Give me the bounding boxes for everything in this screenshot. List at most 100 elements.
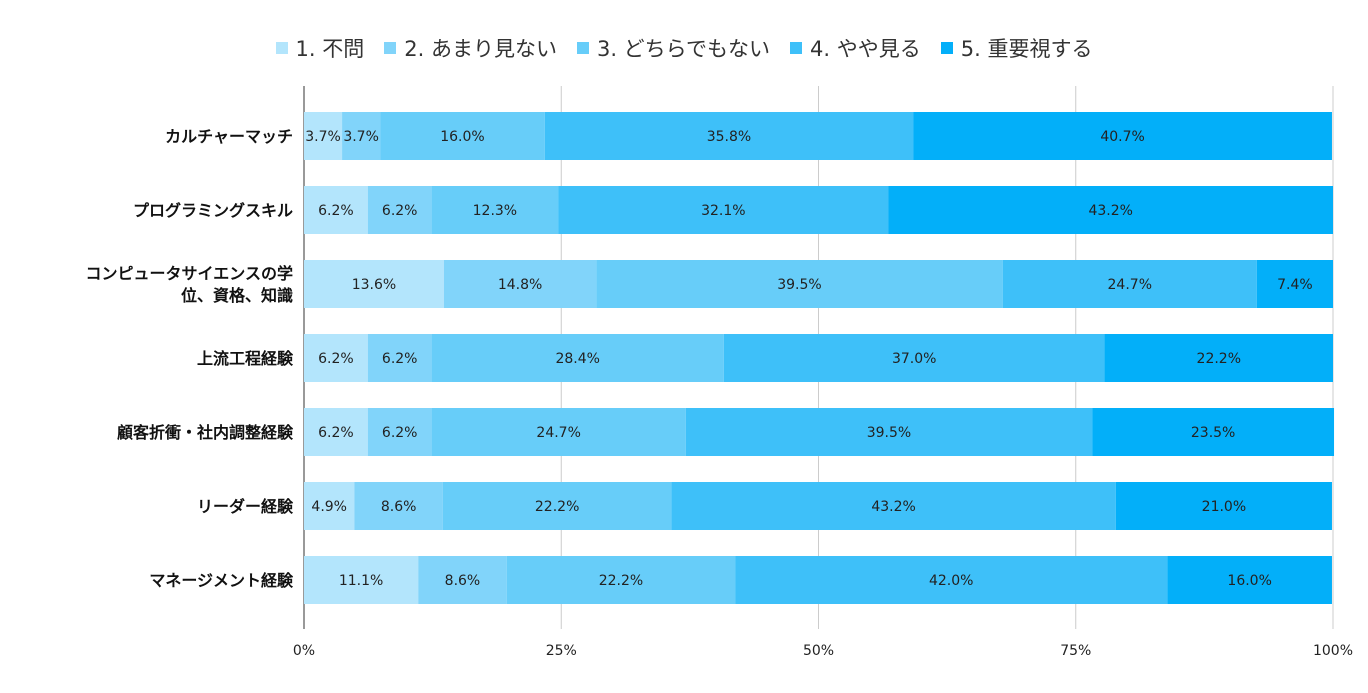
- bar-segment: [304, 408, 368, 456]
- bar-segment: [735, 556, 1168, 604]
- legend-item: 4. やや見る: [790, 33, 921, 63]
- legend-label: 5. 重要視する: [960, 37, 1093, 61]
- data-label: 23.5%: [1191, 425, 1235, 441]
- bar-segment: [380, 112, 545, 160]
- data-label: 8.6%: [381, 499, 417, 515]
- category-label: プログラミングスキル: [133, 201, 293, 220]
- data-label: 3.7%: [305, 129, 341, 145]
- data-label: 24.7%: [536, 425, 580, 441]
- legend-label: 1. 不問: [295, 37, 365, 61]
- data-label: 24.7%: [1108, 277, 1152, 293]
- legend-item: 5. 重要視する: [940, 33, 1093, 63]
- data-label: 22.2%: [1197, 351, 1241, 367]
- legend-label: 2. あまり見ない: [404, 37, 557, 61]
- x-tick-label: 0%: [293, 643, 315, 659]
- bar-segment: [304, 482, 355, 530]
- bar-segment: [418, 556, 507, 604]
- chart-legend: 1. 不問 2. あまり見ない 3. どちらでもない 4. やや見る 5. 重要視する: [0, 30, 1368, 66]
- bars: [304, 112, 1335, 604]
- data-label: 21.0%: [1202, 499, 1246, 515]
- data-label: 6.2%: [318, 351, 354, 367]
- data-label: 37.0%: [892, 351, 936, 367]
- legend-label: 3. どちらでもない: [596, 37, 771, 61]
- category-label-line: カルチャーマッチ: [165, 127, 293, 146]
- bar-segment: [596, 260, 1003, 308]
- data-labels: 3.7% 3.7% 16.0% 35.8% 40.7% 6.2% 6.2% 12.3% 32.1…: [305, 129, 1312, 589]
- data-label: 6.2%: [318, 203, 354, 219]
- bar-segment: [304, 334, 368, 382]
- bar-segment: [304, 260, 444, 308]
- category-label: コンピュータサイエンスの学位、資格、知識: [85, 264, 293, 305]
- category-label: 顧客折衝・社内調整経験: [117, 423, 294, 442]
- legend-label: 4. やや見る: [810, 37, 921, 61]
- data-label: 6.2%: [382, 425, 418, 441]
- bar-segment: [367, 408, 432, 456]
- category-label: 上流工程経験: [197, 349, 294, 368]
- category-label-line: 顧客折衝・社内調整経験: [117, 423, 294, 442]
- bar-segment: [431, 186, 559, 234]
- bar-segment: [304, 186, 368, 234]
- bar-segment: [1092, 408, 1335, 456]
- legend-swatch: [790, 42, 803, 54]
- bar-segment: [354, 482, 443, 530]
- x-tick-label: 100%: [1313, 643, 1353, 659]
- bar-segment: [367, 186, 432, 234]
- legend-item: 1. 不問: [275, 33, 365, 63]
- bar-segment: [1115, 482, 1332, 530]
- data-label: 32.1%: [701, 203, 745, 219]
- bar-segment: [558, 186, 889, 234]
- data-label: 6.2%: [382, 351, 418, 367]
- bar-segment: [671, 482, 1116, 530]
- bar-segment: [304, 112, 343, 160]
- data-label: 16.0%: [1227, 573, 1271, 589]
- x-tick-labels: 0% 25% 50% 75% 100%: [293, 643, 1353, 659]
- legend-swatch: [576, 42, 589, 54]
- category-labels: カルチャーマッチプログラミングスキルコンピュータサイエンスの学位、資格、知識上流…: [85, 127, 294, 590]
- x-tick-label: 50%: [803, 643, 834, 659]
- data-label: 22.2%: [535, 499, 579, 515]
- bar-segment: [723, 334, 1105, 382]
- category-label: リーダー経験: [197, 497, 294, 516]
- bar-segment: [1256, 260, 1333, 308]
- data-label: 6.2%: [318, 425, 354, 441]
- data-label: 13.6%: [352, 277, 396, 293]
- x-tick-label: 25%: [546, 643, 577, 659]
- bar-segment: [506, 556, 736, 604]
- category-label-line: 位、資格、知識: [181, 286, 293, 305]
- bar-segment: [431, 334, 724, 382]
- data-label: 28.4%: [555, 351, 599, 367]
- legend-item: 3. どちらでもない: [576, 33, 771, 63]
- bar-segment: [1104, 334, 1333, 382]
- bar-segment: [544, 112, 914, 160]
- data-label: 12.3%: [473, 203, 517, 219]
- bar-segment: [685, 408, 1093, 456]
- data-label: 4.9%: [311, 499, 347, 515]
- data-label: 14.8%: [498, 277, 542, 293]
- data-label: 43.2%: [871, 499, 915, 515]
- legend-item: 2. あまり見ない: [384, 33, 557, 63]
- bar-segment: [888, 186, 1333, 234]
- data-label: 7.4%: [1277, 277, 1313, 293]
- legend-swatch: [940, 42, 953, 54]
- category-label-line: マネージメント経験: [149, 571, 294, 590]
- data-label: 43.2%: [1088, 203, 1132, 219]
- category-label-line: プログラミングスキル: [133, 201, 293, 220]
- legend-swatch: [384, 42, 397, 54]
- legend-swatch: [275, 42, 288, 54]
- bar-segment: [367, 334, 432, 382]
- bar-segment: [431, 408, 686, 456]
- data-label: 42.0%: [929, 573, 973, 589]
- bar-segment: [342, 112, 381, 160]
- bar-segment: [442, 482, 672, 530]
- category-label-line: コンピュータサイエンスの学: [85, 264, 293, 283]
- category-label: カルチャーマッチ: [165, 127, 293, 146]
- category-label: マネージメント経験: [149, 571, 294, 590]
- data-label: 3.7%: [343, 129, 379, 145]
- bar-segment: [913, 112, 1332, 160]
- bar-segment: [1167, 556, 1332, 604]
- bar-segment: [443, 260, 597, 308]
- bar-segment: [304, 556, 419, 604]
- data-label: 8.6%: [445, 573, 481, 589]
- x-tick-label: 75%: [1060, 643, 1091, 659]
